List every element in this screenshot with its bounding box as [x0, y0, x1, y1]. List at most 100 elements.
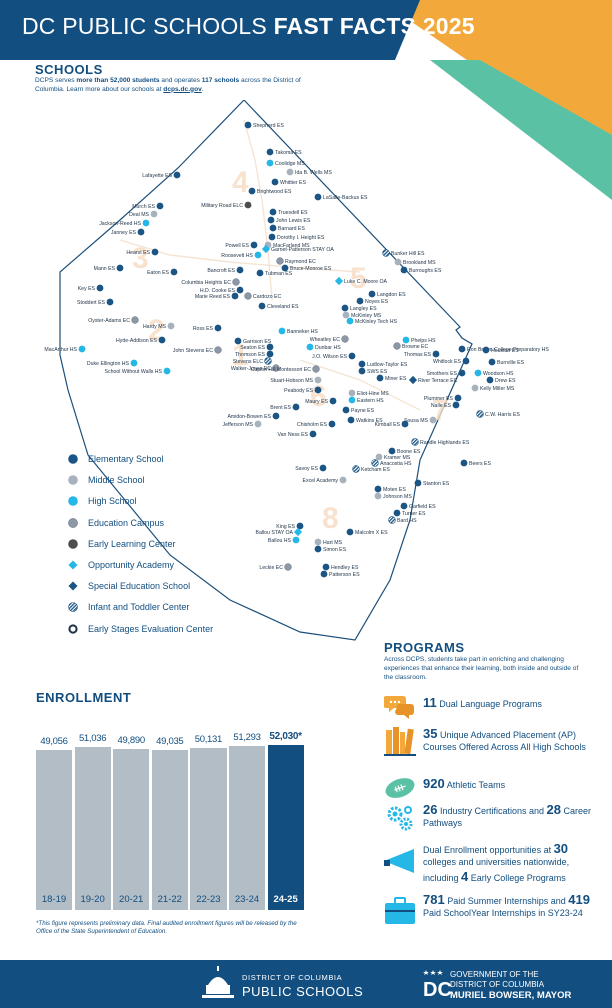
school-pin[interactable]: Leckie EC	[259, 563, 292, 571]
school-pin[interactable]: Truesdell ES	[269, 208, 308, 216]
school-pin[interactable]: Browne EC	[393, 342, 429, 350]
school-pin[interactable]: Thomson ES	[235, 350, 274, 358]
school-pin[interactable]: Stuart-Hobson MS	[270, 376, 322, 384]
school-pin[interactable]: Amidon-Bowen ES	[227, 412, 280, 420]
school-pin[interactable]: Oyster-Adams EC	[88, 316, 139, 324]
school-pin[interactable]: Deal MS	[129, 210, 158, 218]
school-pin[interactable]: Langdon ES	[368, 290, 406, 298]
school-pin[interactable]: Cardozo EC	[244, 292, 282, 300]
school-pin[interactable]: Seaton ES	[240, 343, 274, 351]
school-pin[interactable]: Chisholm ES	[297, 420, 336, 428]
school-pin[interactable]: Brightwood ES	[248, 187, 292, 195]
school-pin[interactable]: J.O. Wilson ES	[312, 352, 356, 360]
school-pin[interactable]: Military Road ELC	[201, 201, 252, 209]
school-pin[interactable]: King ES	[276, 522, 304, 530]
school-pin[interactable]: Duke Ellington HS	[87, 359, 138, 367]
school-pin[interactable]: Garnet-Patterson STAY OA	[261, 244, 334, 254]
school-pin[interactable]: Boone ES	[388, 447, 421, 455]
school-pin[interactable]: Jefferson MS	[223, 420, 262, 428]
school-pin[interactable]: Hart MS	[314, 538, 343, 546]
school-pin[interactable]: Ida B. Wells MS	[286, 168, 333, 176]
school-pin[interactable]: Ross ES	[193, 324, 222, 332]
school-pin[interactable]: Phelps HS	[402, 336, 436, 344]
school-pin[interactable]: Burrville ES	[488, 358, 525, 366]
school-pin[interactable]: Lafayette ES	[142, 171, 181, 179]
school-pin[interactable]: Smothers ES	[426, 369, 466, 377]
school-pin[interactable]: Whittier ES	[271, 178, 307, 186]
school-pin[interactable]: Hearst ES	[126, 248, 159, 256]
school-pin[interactable]: Raymond EC	[276, 257, 317, 265]
school-pin[interactable]: Ketcham ES	[352, 465, 391, 473]
school-pin[interactable]: John Lewis ES	[267, 216, 311, 224]
school-pin[interactable]: Bruce-Monroe ES	[281, 264, 332, 272]
school-pin[interactable]: Stanton ES	[414, 479, 450, 487]
school-pin[interactable]: Brookland MS	[394, 258, 437, 266]
school-pin[interactable]: Langley ES	[341, 304, 377, 312]
school-pin[interactable]: Simon ES	[314, 545, 347, 553]
school-pin[interactable]: Marie Reed ES	[195, 292, 239, 300]
school-pin[interactable]: Ballou HS	[268, 536, 300, 544]
school-pin[interactable]: Capitol Hill Montessori EC	[251, 365, 320, 373]
school-pin[interactable]: Drew ES	[486, 376, 516, 384]
school-pin[interactable]: Moten ES	[374, 485, 407, 493]
school-pin[interactable]: Payne ES	[342, 406, 375, 414]
school-pin[interactable]: Randle Highlands ES	[411, 438, 470, 446]
school-pin[interactable]: Roosevelt HS	[221, 251, 262, 259]
school-pin[interactable]: School Without Walls HS	[105, 367, 171, 375]
school-pin[interactable]: Peabody ES	[284, 386, 322, 394]
school-pin[interactable]: Janney ES	[111, 228, 145, 236]
school-pin[interactable]: Ludlow-Taylor ES	[358, 360, 408, 368]
school-pin[interactable]: Bard HS	[388, 516, 418, 524]
dcps-link[interactable]: dcps.dc.gov	[163, 85, 202, 93]
school-pin[interactable]: Coolidge MS	[266, 159, 306, 167]
school-pin[interactable]: Stoddert ES	[77, 298, 114, 306]
school-pin[interactable]: Murch ES	[132, 202, 164, 210]
school-pin[interactable]: Kelly Miller MS	[471, 384, 515, 392]
school-pin[interactable]: LaSalle-Backus ES	[314, 193, 368, 201]
school-pin[interactable]: H.D. Cooke ES	[200, 286, 244, 294]
school-pin[interactable]: Garfield ES	[400, 502, 436, 510]
school-pin[interactable]: Mann ES	[94, 264, 124, 272]
school-pin[interactable]: Columbia Heights EC	[181, 278, 240, 286]
school-pin[interactable]: Eliot-Hine MS	[348, 389, 390, 397]
school-pin[interactable]: Shepherd ES	[244, 121, 285, 129]
school-pin[interactable]: Eaton ES	[147, 268, 178, 276]
school-pin[interactable]: Takoma ES	[266, 148, 302, 156]
school-pin[interactable]: Miner ES	[376, 374, 407, 382]
school-pin[interactable]: Burroughs ES	[400, 266, 442, 274]
school-pin[interactable]: Malcolm X ES	[346, 528, 389, 536]
school-pin[interactable]: Jackson-Reed HS	[99, 219, 150, 227]
school-pin[interactable]: Hyde-Addison ES	[116, 336, 166, 344]
school-pin[interactable]: Whitlock ES	[433, 357, 470, 365]
school-pin[interactable]: Walker-Jones EC	[231, 364, 280, 372]
school-pin[interactable]: River Terrace EC	[408, 375, 458, 385]
school-pin[interactable]: Hendley ES	[322, 563, 359, 571]
school-pin[interactable]: SWS ES	[358, 367, 388, 375]
school-pin[interactable]: Wheatley EC	[310, 335, 349, 343]
school-pin[interactable]: C.W. Harris ES	[476, 410, 521, 418]
school-pin[interactable]: Bunker Hill ES	[382, 249, 425, 257]
school-pin[interactable]: Eastern HS	[348, 396, 384, 404]
school-pin[interactable]: Turner ES	[393, 509, 426, 517]
school-pin[interactable]: Watkins ES	[347, 416, 384, 424]
school-pin[interactable]: Plummer ES	[424, 394, 462, 402]
school-pin[interactable]: McKinley Tech HS	[346, 317, 398, 325]
school-pin[interactable]: Beers ES	[460, 459, 492, 467]
school-pin[interactable]: John Stevens EC	[173, 346, 222, 354]
school-pin[interactable]: Houston ES	[482, 346, 520, 354]
school-pin[interactable]: Brent ES	[270, 403, 300, 411]
school-pin[interactable]: Barnard ES	[269, 224, 306, 232]
school-pin[interactable]: Hardy MS	[143, 322, 175, 330]
school-pin[interactable]: McKinley MS	[342, 311, 382, 319]
school-pin[interactable]: Kimball ES	[375, 420, 409, 428]
school-pin[interactable]: Stevens ELC	[233, 357, 272, 365]
school-pin[interactable]: Thomas ES	[404, 350, 440, 358]
school-pin[interactable]: Ron Brown College Preparatory HS	[458, 345, 550, 353]
school-pin[interactable]: Kramer MS	[375, 453, 411, 461]
school-pin[interactable]: Woodson HS	[474, 369, 514, 377]
school-pin[interactable]: MacArthur HS	[44, 345, 86, 353]
school-pin[interactable]: Maury ES	[305, 397, 337, 405]
school-pin[interactable]: Dunbar HS	[306, 343, 342, 351]
school-pin[interactable]: Anacostia HS	[371, 459, 412, 467]
school-pin[interactable]: Garrison ES	[234, 337, 272, 345]
